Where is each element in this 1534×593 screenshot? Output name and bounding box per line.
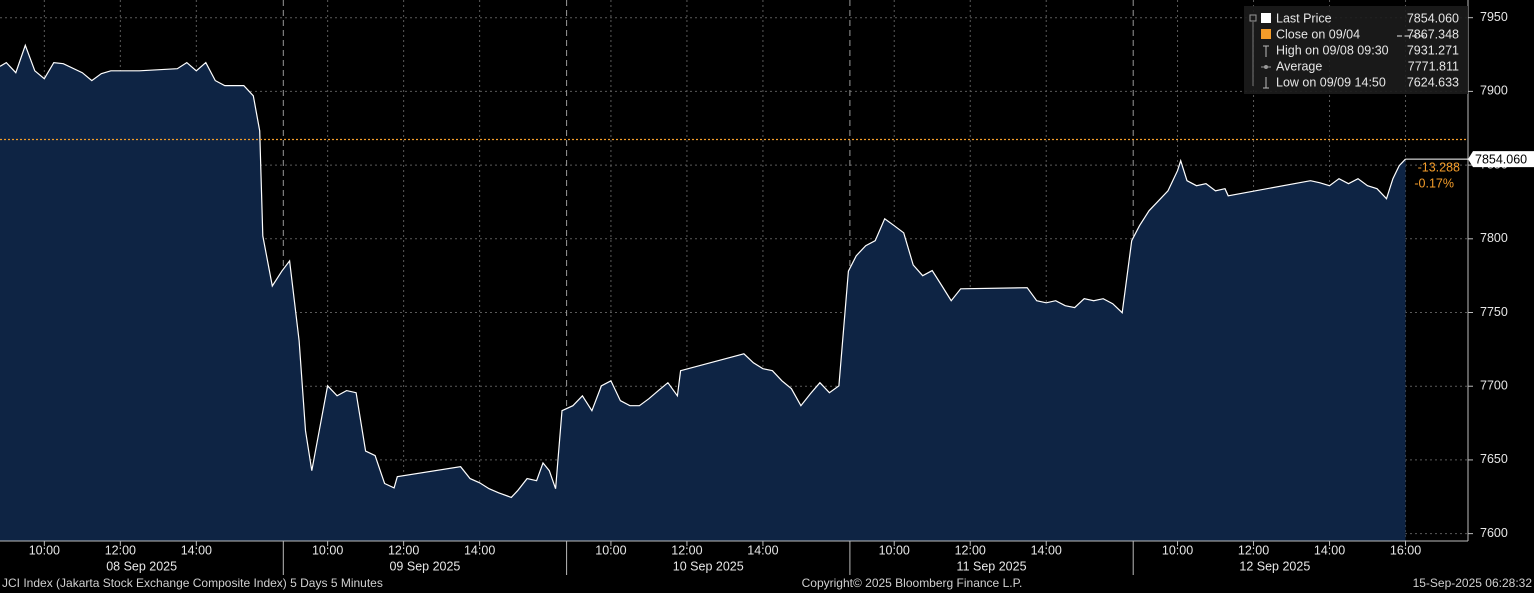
price-line [0, 43, 1406, 499]
x-tick-label: 12:00 [1238, 543, 1269, 557]
day-label: 10 Sep 2025 [673, 559, 744, 573]
x-tick-label: 12:00 [105, 543, 136, 557]
price-tag-box [1468, 151, 1534, 168]
footer-center: Copyright© 2025 Bloomberg Finance L.P. [802, 576, 1023, 590]
legend-value: 7854.060 [1407, 11, 1459, 25]
legend-collapse-icon [1249, 14, 1257, 22]
legend-average-dot [1264, 65, 1268, 69]
change-pct-label: -0.17% [1414, 176, 1454, 190]
x-tick-label: 10:00 [1162, 543, 1193, 557]
footer: JCI Index (Jakarta Stock Exchange Compos… [2, 576, 1532, 590]
legend-swatch [1261, 29, 1271, 39]
legend-label: Average [1276, 59, 1322, 73]
legend-value: 7867.348 [1407, 27, 1459, 41]
day-label: 09 Sep 2025 [389, 559, 460, 573]
legend-box [1244, 6, 1468, 94]
plot-area [0, 0, 1468, 542]
x-tick-label: 10:00 [312, 543, 343, 557]
x-tick-label: 14:00 [1031, 543, 1062, 557]
x-tick-label: 10:00 [29, 543, 60, 557]
day-label: 08 Sep 2025 [106, 559, 177, 573]
x-tick-label: 16:00 [1390, 543, 1421, 557]
y-tick-label: 7650 [1480, 452, 1508, 466]
x-tick-label: 12:00 [671, 543, 702, 557]
y-tick-label: 7800 [1480, 231, 1508, 245]
y-tick-label: 7700 [1480, 379, 1508, 393]
x-tick-label: 12:00 [955, 543, 986, 557]
x-tick-label: 10:00 [879, 543, 910, 557]
legend-low-icon [1263, 77, 1269, 89]
area-fill [0, 45, 1406, 542]
y-tick-label: 7950 [1480, 10, 1508, 24]
change-label: -13.288 [1418, 160, 1460, 174]
legend-value: 7771.811 [1408, 59, 1459, 73]
x-tick-label: 14:00 [464, 543, 495, 557]
y-tick-label: 7600 [1480, 526, 1508, 540]
legend-swatch [1261, 13, 1271, 23]
legend-label: Low on 09/09 14:50 [1276, 75, 1386, 89]
x-tick-label: 14:00 [181, 543, 212, 557]
y-tick-label: 7900 [1480, 84, 1508, 98]
footer-right: 15-Sep-2025 06:28:32 [1413, 576, 1533, 590]
day-label: 11 Sep 2025 [957, 559, 1027, 573]
x-tick-label: 14:00 [747, 543, 778, 557]
legend: Last Price 7854.060 Close on 09/04 7867.… [1244, 6, 1468, 94]
y-tick-label: 7750 [1480, 305, 1508, 319]
legend-label: Last Price [1276, 11, 1332, 25]
x-tick-label: 10:00 [595, 543, 626, 557]
x-tick-label: 12:00 [388, 543, 419, 557]
legend-label: Close on 09/04 [1276, 27, 1360, 41]
footer-left: JCI Index (Jakarta Stock Exchange Compos… [2, 576, 383, 590]
legend-value: 7624.633 [1407, 75, 1459, 89]
x-tick-label: 14:00 [1314, 543, 1345, 557]
price-tag: 7854.060 [1475, 152, 1527, 166]
day-label: 12 Sep 2025 [1239, 559, 1310, 573]
legend-value: 7931.271 [1407, 43, 1459, 57]
legend-label: High on 09/08 09:30 [1276, 43, 1389, 57]
legend-high-icon [1263, 45, 1269, 57]
